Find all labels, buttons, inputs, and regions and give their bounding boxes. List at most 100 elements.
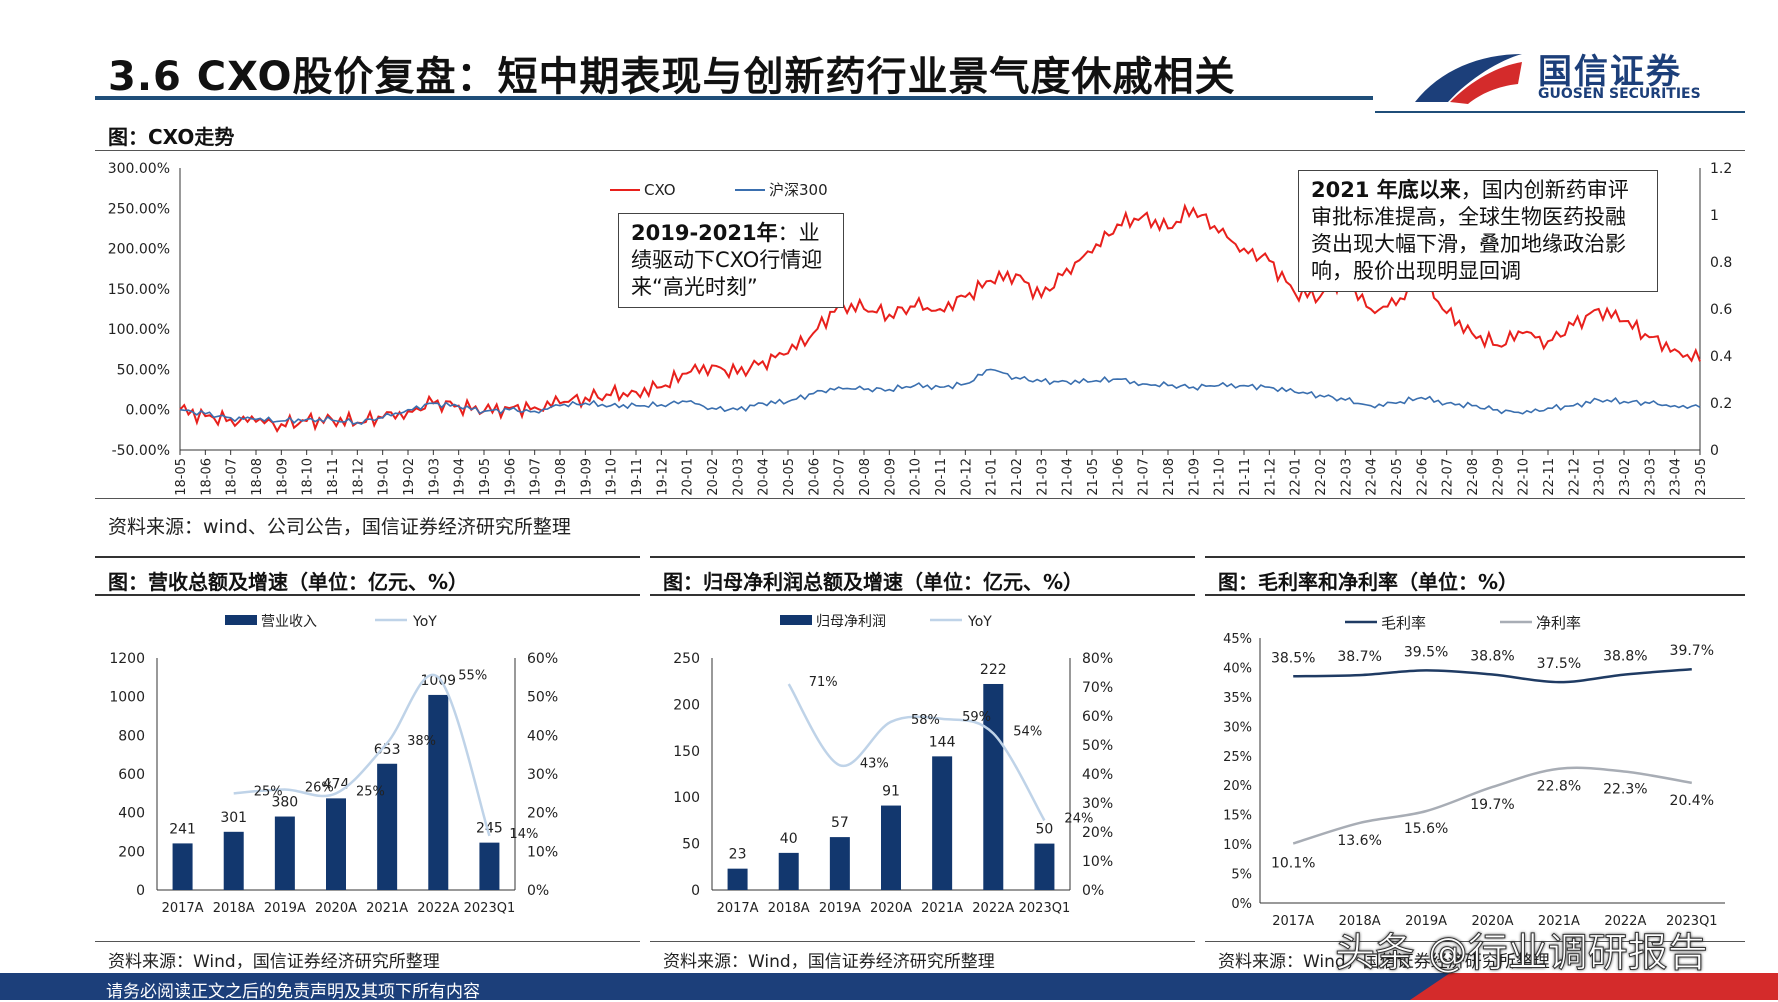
x-tick-label: 2021A: [366, 901, 408, 916]
x-tick-label: 21-09: [1187, 458, 1202, 495]
y-right-tick-label: 20%: [527, 806, 558, 822]
x-tick-label: 18-07: [225, 458, 240, 495]
annotation-2019-2021: 2019-2021年：业绩驱动下CXO行情迎来“高光时刻”: [618, 213, 844, 308]
margin-value-label: 19.7%: [1470, 797, 1514, 813]
x-tick-label: 2023Q1: [1019, 901, 1071, 916]
page-title: 3.6 CXO股价复盘：短中期表现与创新药行业景气度休戚相关: [108, 54, 1236, 100]
y-tick-label: 25%: [1223, 750, 1252, 765]
x-tick-label: 22-04: [1365, 458, 1380, 495]
bar: [274, 816, 295, 890]
bar: [727, 868, 748, 890]
y-right-tick-label: 0.8: [1710, 255, 1732, 271]
profit-bottom-rule: [650, 594, 1195, 596]
x-tick-label: 20-12: [959, 458, 974, 495]
x-tick-label: 18-10: [301, 458, 316, 495]
x-tick-label: 20-03: [731, 458, 746, 495]
x-tick-label: 2017A: [717, 901, 759, 916]
bar: [479, 842, 500, 890]
y-tick-label: 45%: [1223, 632, 1252, 647]
bar-value-label: 40: [780, 831, 798, 847]
y-tick-label: 40%: [1223, 661, 1252, 676]
y-right-tick-label: 10%: [527, 844, 558, 860]
top-chart-source: 资料来源：wind、公司公告，国信证券经济研究所整理: [108, 516, 571, 538]
bar-value-label: 144: [929, 734, 956, 750]
bar-value-label: 301: [220, 810, 247, 826]
x-tick-label: 19-06: [503, 458, 518, 495]
annotation-right-bold: 2021 年底以来: [1311, 178, 1461, 202]
revenue-chart-source: 资料来源：Wind，国信证券经济研究所整理: [108, 952, 440, 972]
y-left-tick-label: -50.00%: [112, 443, 170, 459]
x-tick-label: 22-08: [1466, 458, 1481, 495]
yoy-value-label: 58%: [911, 713, 940, 728]
yoy-value-label: 25%: [254, 784, 283, 799]
x-tick-label: 23-05: [1694, 458, 1709, 495]
y-right-tick-label: 40%: [527, 728, 558, 744]
x-tick-label: 22-01: [1289, 458, 1304, 495]
y-tick-label: 15%: [1223, 809, 1252, 824]
y-right-tick-label: 60%: [1082, 709, 1113, 725]
x-tick-label: 22-02: [1314, 458, 1329, 495]
x-tick-label: 2020A: [1472, 914, 1514, 929]
y-left-tick-label: 800: [118, 728, 145, 744]
x-tick-label: 2022A: [972, 901, 1014, 916]
footer-disclaimer: 请务必阅读正文之后的免责声明及其项下所有内容: [106, 982, 480, 1002]
y-right-tick-label: 0: [1710, 443, 1719, 459]
title-underline: [95, 96, 1373, 100]
x-tick-label: 19-05: [478, 458, 493, 495]
x-tick-label: 2017A: [1272, 914, 1314, 929]
x-tick-label: 18-05: [174, 458, 189, 495]
margin-value-label: 22.8%: [1537, 779, 1581, 795]
margin-top-rule: [1205, 556, 1745, 558]
y-left-tick-label: 0: [136, 883, 145, 899]
y-left-tick-label: 100.00%: [108, 322, 170, 338]
margin-value-label: 10.1%: [1271, 856, 1315, 872]
logo-text: 国信证券: [1538, 52, 1682, 92]
margin-value-label: 13.6%: [1337, 833, 1381, 849]
x-tick-label: 21-01: [985, 458, 1000, 495]
bar-value-label: 222: [980, 662, 1007, 678]
x-tick-label: 21-11: [1238, 458, 1253, 495]
y-right-tick-label: 50%: [1082, 738, 1113, 754]
logo-subtext: GUOSEN SECURITIES: [1538, 86, 1701, 102]
cxo-trend-title: 图：CXO走势: [108, 125, 235, 149]
margin-value-label: 38.7%: [1337, 649, 1381, 665]
x-tick-label: 19-01: [377, 458, 392, 495]
margin-value-label: 39.7%: [1670, 643, 1714, 659]
x-tick-label: 22-09: [1491, 458, 1506, 495]
y-right-tick-label: 1: [1710, 208, 1719, 224]
x-tick-label: 19-12: [655, 458, 670, 495]
y-left-tick-label: 1000: [109, 690, 145, 706]
x-tick-label: 20-07: [833, 458, 848, 495]
bar: [172, 843, 193, 890]
y-tick-label: 20%: [1223, 779, 1252, 794]
revenue-chart-title: 图：营收总额及增速（单位：亿元、%）: [108, 570, 469, 594]
y-left-tick-label: 50.00%: [117, 362, 170, 378]
margin-value-label: 38.8%: [1470, 649, 1514, 665]
legend-swatch-bar: [225, 615, 257, 625]
y-left-tick-label: 1200: [109, 651, 145, 667]
x-tick-label: 2023Q1: [464, 901, 516, 916]
y-right-tick-label: 80%: [1082, 651, 1113, 667]
x-tick-label: 2023Q1: [1666, 914, 1718, 929]
y-left-tick-label: 0.00%: [126, 403, 170, 419]
y-left-tick-label: 250: [673, 651, 700, 667]
y-tick-label: 10%: [1223, 838, 1252, 853]
x-tick-label: 22-05: [1390, 458, 1405, 495]
revenue-source-rule: [95, 941, 640, 942]
x-tick-label: 22-07: [1441, 458, 1456, 495]
y-right-tick-label: 20%: [1082, 825, 1113, 841]
y-left-tick-label: 300.00%: [108, 161, 170, 177]
x-tick-label: 18-12: [351, 458, 366, 495]
legend-label: YoY: [412, 614, 437, 630]
revenue-top-rule: [95, 556, 640, 558]
x-tick-label: 20-06: [807, 458, 822, 495]
bar-value-label: 50: [1036, 822, 1054, 838]
yoy-value-label: 14%: [509, 827, 538, 842]
margin-chart-source: 资料来源：Wind，国信证券经济研究所整理: [1218, 952, 1550, 972]
x-tick-label: 19-09: [579, 458, 594, 495]
x-tick-label: 19-10: [605, 458, 620, 495]
y-left-tick-label: 150: [673, 744, 700, 760]
yoy-line: [787, 683, 1046, 822]
x-tick-label: 2021A: [921, 901, 963, 916]
yoy-value-label: 38%: [407, 734, 436, 749]
